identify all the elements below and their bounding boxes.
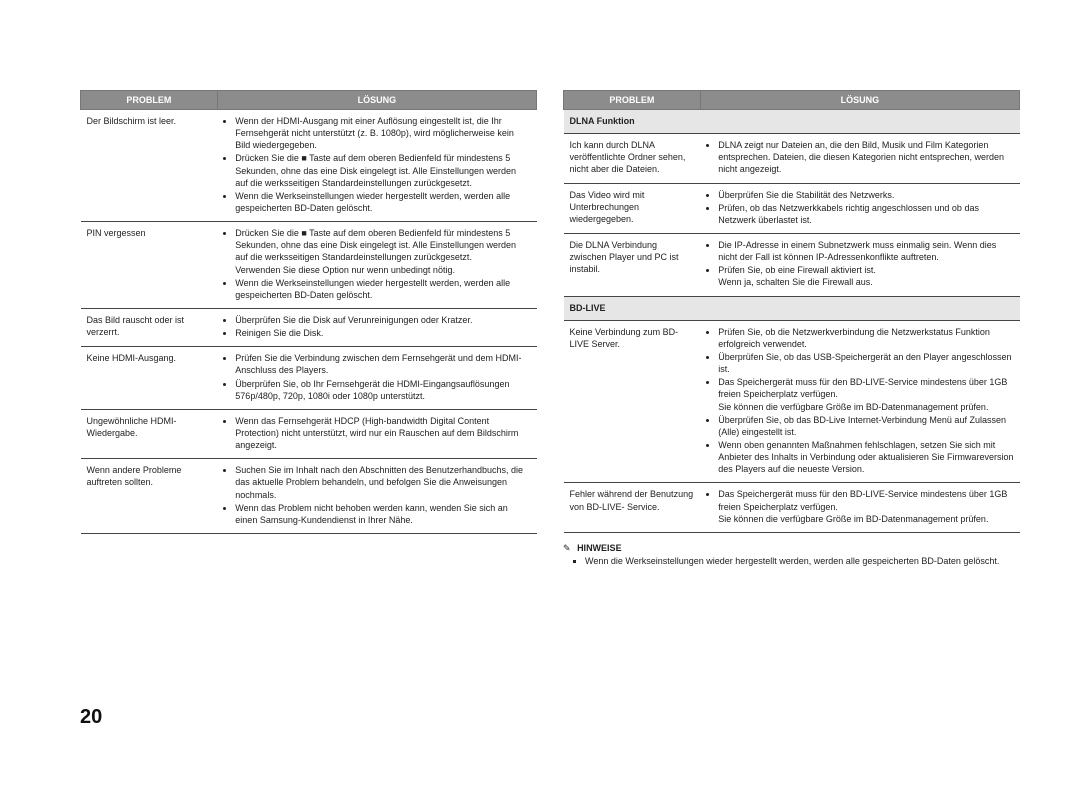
section-title: BD-LIVE	[564, 296, 701, 320]
problem-cell: Keine Verbindung zum BD-LIVE Server.	[564, 320, 701, 483]
right-column: PROBLEM LÖSUNG DLNA FunktionIch kann dur…	[563, 90, 1020, 567]
page-number: 20	[80, 706, 102, 729]
problem-cell: Keine HDMI-Ausgang.	[81, 347, 218, 410]
solution-item: Wenn der HDMI-Ausgang mit einer Auflösun…	[235, 115, 530, 151]
solution-cell: Drücken Sie die ■ Taste auf dem oberen B…	[217, 222, 536, 309]
table-row: PIN vergessen Drücken Sie die ■ Taste auf…	[81, 222, 537, 309]
solution-item: Überprüfen Sie die Disk auf Verunreinigu…	[235, 314, 530, 326]
col-header-solution: LÖSUNG	[217, 91, 536, 110]
note-icon: ✎	[563, 543, 571, 553]
col-header-problem: PROBLEM	[564, 91, 701, 110]
solution-item: Das Speichergerät muss für den BD-LIVE-S…	[718, 376, 1013, 412]
table-row: Ungewöhnliche HDMI-Wiedergabe. Wenn das F…	[81, 409, 537, 458]
solution-item: Überprüfen Sie, ob das BD-Live Internet-…	[718, 414, 1013, 438]
solution-item: Drücken Sie die ■ Taste auf dem oberen B…	[235, 152, 530, 188]
table-row: Das Video wird mit Unterbrechungen wiede…	[564, 183, 1020, 233]
table-row: Keine Verbindung zum BD-LIVE Server. Prüf…	[564, 320, 1020, 483]
table-row: Fehler während der Benutzung von BD-LIVE…	[564, 483, 1020, 532]
problem-cell: PIN vergessen	[81, 222, 218, 309]
solution-item: Überprüfen Sie, ob Ihr Fernsehgerät die …	[235, 378, 530, 402]
troubleshoot-table-right: PROBLEM LÖSUNG DLNA FunktionIch kann dur…	[563, 90, 1020, 533]
section-row: BD-LIVE	[564, 296, 1020, 320]
section-row: DLNA Funktion	[564, 110, 1020, 134]
solution-item: Prüfen Sie, ob die Netzwerkverbindung di…	[718, 326, 1013, 350]
solution-item: Prüfen Sie die Verbindung zwischen dem F…	[235, 352, 530, 376]
left-column: PROBLEM LÖSUNG Der Bildschirm ist leer. W…	[80, 90, 537, 567]
solution-item: Überprüfen Sie, ob das USB-Speichergerät…	[718, 351, 1013, 375]
solution-item: DLNA zeigt nur Dateien an, die den Bild,…	[718, 139, 1013, 175]
problem-cell: Ungewöhnliche HDMI-Wiedergabe.	[81, 409, 218, 458]
troubleshoot-table-left: PROBLEM LÖSUNG Der Bildschirm ist leer. W…	[80, 90, 537, 534]
problem-cell: Fehler während der Benutzung von BD-LIVE…	[564, 483, 701, 532]
solution-item: Reinigen Sie die Disk.	[235, 327, 530, 339]
problem-cell: Ich kann durch DLNA veröffentlichte Ordn…	[564, 134, 701, 183]
solution-cell: Überprüfen Sie die Stabilität des Netzwe…	[700, 183, 1019, 233]
solution-item: Wenn die Werkseinstellungen wieder herge…	[235, 190, 530, 214]
note-list: Wenn die Werkseinstellungen wieder herge…	[563, 556, 1020, 566]
solution-item: Drücken Sie die ■ Taste auf dem oberen B…	[235, 227, 530, 276]
solution-item: Das Speichergerät muss für den BD-LIVE-S…	[718, 488, 1013, 524]
solution-item: Überprüfen Sie die Stabilität des Netzwe…	[718, 189, 1013, 201]
solution-item: Wenn oben genannten Maßnahmen fehlschlag…	[718, 439, 1013, 475]
solution-item: Wenn das Fernsehgerät HDCP (High-bandwid…	[235, 415, 530, 451]
solution-cell: Wenn der HDMI-Ausgang mit einer Auflösun…	[217, 110, 536, 222]
solution-item: Prüfen, ob das Netzwerkkabels richtig an…	[718, 202, 1013, 226]
table-row: Wenn andere Probleme auftreten sollten. S…	[81, 459, 537, 534]
solution-item: Suchen Sie im Inhalt nach den Abschnitte…	[235, 464, 530, 500]
solution-cell: Wenn das Fernsehgerät HDCP (High-bandwid…	[217, 409, 536, 458]
solution-cell: Suchen Sie im Inhalt nach den Abschnitte…	[217, 459, 536, 534]
table-row: Der Bildschirm ist leer. Wenn der HDMI-Au…	[81, 110, 537, 222]
section-title-spacer	[700, 110, 1019, 134]
table-row: Keine HDMI-Ausgang. Prüfen Sie die Verbin…	[81, 347, 537, 410]
section-title: DLNA Funktion	[564, 110, 701, 134]
table-row: Das Bild rauscht oder ist verzerrt. Überp…	[81, 308, 537, 346]
solution-cell: Prüfen Sie, ob die Netzwerkverbindung di…	[700, 320, 1019, 483]
solution-cell: Prüfen Sie die Verbindung zwischen dem F…	[217, 347, 536, 410]
solution-item: Die IP-Adresse in einem Subnetzwerk muss…	[718, 239, 1013, 263]
solution-cell: Überprüfen Sie die Disk auf Verunreinigu…	[217, 308, 536, 346]
col-header-solution: LÖSUNG	[700, 91, 1019, 110]
section-title-spacer	[700, 296, 1019, 320]
solution-cell: Die IP-Adresse in einem Subnetzwerk muss…	[700, 233, 1019, 296]
note-heading: HINWEISE	[577, 543, 622, 553]
col-header-problem: PROBLEM	[81, 91, 218, 110]
problem-cell: Der Bildschirm ist leer.	[81, 110, 218, 222]
problem-cell: Die DLNA Verbindung zwischen Player und …	[564, 233, 701, 296]
problem-cell: Wenn andere Probleme auftreten sollten.	[81, 459, 218, 534]
solution-item: Wenn die Werkseinstellungen wieder herge…	[235, 277, 530, 301]
problem-cell: Das Video wird mit Unterbrechungen wiede…	[564, 183, 701, 233]
solution-item: Wenn das Problem nicht behoben werden ka…	[235, 502, 530, 526]
note-block: ✎ HINWEISE Wenn die Werkseinstellungen w…	[563, 543, 1020, 566]
solution-cell: Das Speichergerät muss für den BD-LIVE-S…	[700, 483, 1019, 532]
solution-item: Prüfen Sie, ob eine Firewall aktiviert i…	[718, 264, 1013, 288]
table-row: Die DLNA Verbindung zwischen Player und …	[564, 233, 1020, 296]
table-row: Ich kann durch DLNA veröffentlichte Ordn…	[564, 134, 1020, 183]
solution-cell: DLNA zeigt nur Dateien an, die den Bild,…	[700, 134, 1019, 183]
note-item: Wenn die Werkseinstellungen wieder herge…	[585, 556, 1020, 566]
page-content: PROBLEM LÖSUNG Der Bildschirm ist leer. W…	[0, 0, 1080, 567]
problem-cell: Das Bild rauscht oder ist verzerrt.	[81, 308, 218, 346]
